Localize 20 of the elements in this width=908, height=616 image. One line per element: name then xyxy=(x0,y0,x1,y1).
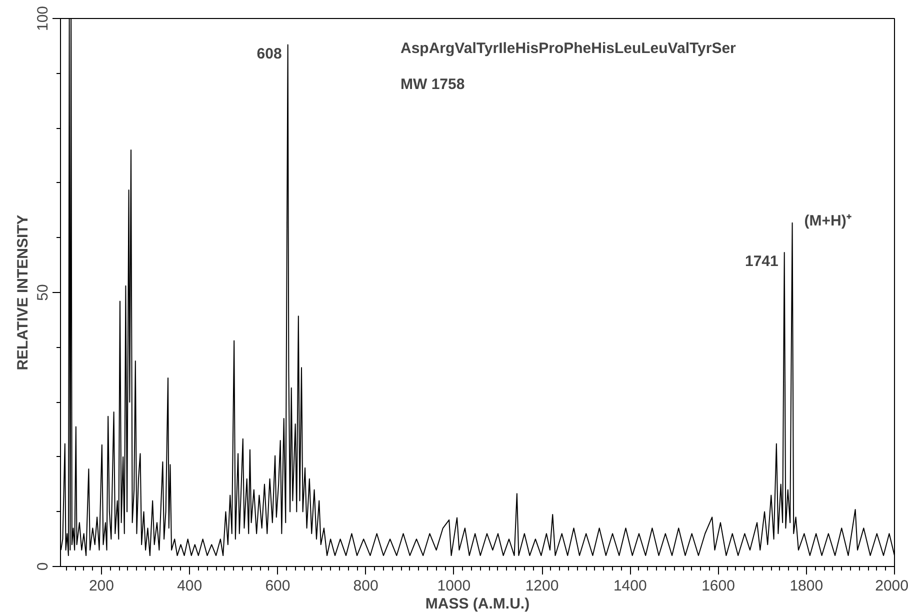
annotation: (M+H)⁺ xyxy=(804,212,852,230)
annotation: 608 xyxy=(256,45,282,62)
x-tick-label: 1400 xyxy=(613,578,647,594)
text: AspArgValTyrIleHisProPheHisLeuLeuValTyrSer xyxy=(400,40,736,57)
annotation: 1741 xyxy=(744,252,778,270)
x-tick-label: 2000 xyxy=(875,578,908,594)
y-axis-title: RELATIVE INTENSITY xyxy=(14,214,32,370)
y-tick-label: 100 xyxy=(34,6,52,32)
x-tick-label: 200 xyxy=(88,578,114,594)
y-tick-label: 0 xyxy=(34,562,52,571)
x-tick-label: 1000 xyxy=(437,578,471,594)
x-tick-label: 1600 xyxy=(702,578,735,594)
x-tick-label: 600 xyxy=(265,578,290,594)
annotation: MW 1758 xyxy=(400,76,465,93)
x-tick-label: 1800 xyxy=(790,578,824,594)
x-tick-label: 400 xyxy=(177,578,202,594)
x-tick-label: 1200 xyxy=(525,578,559,594)
y-tick-label: 50 xyxy=(34,284,52,301)
x-tick-label: 800 xyxy=(353,578,378,594)
x-axis-title: MASS (A.M.U.) xyxy=(425,596,530,612)
